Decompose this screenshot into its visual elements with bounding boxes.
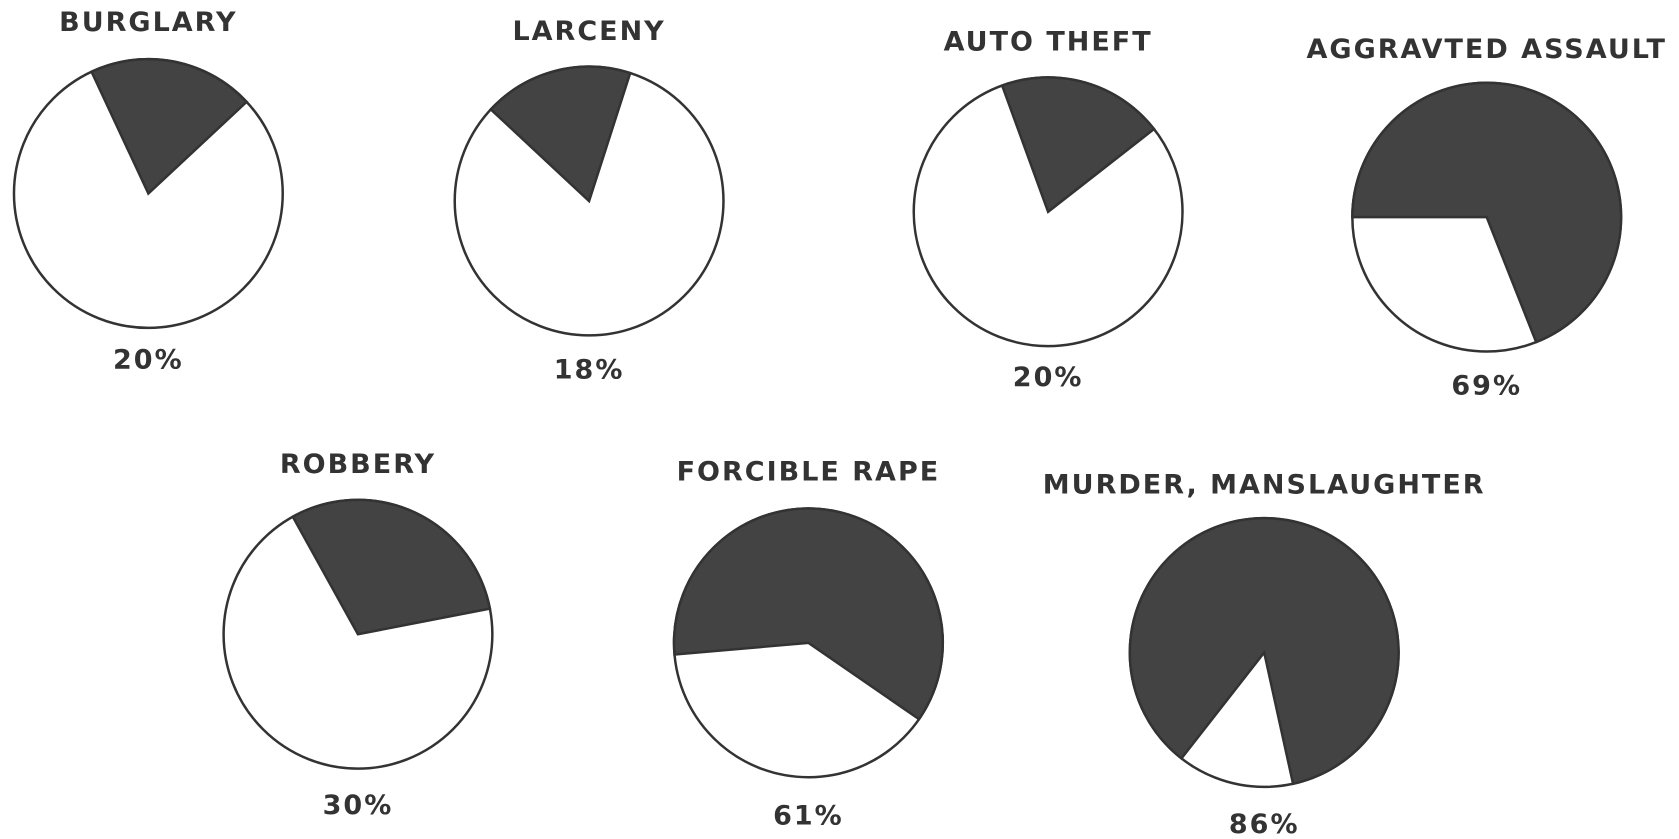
pie-slice xyxy=(291,498,492,636)
pie-slice xyxy=(1128,516,1400,786)
value-label: 86% xyxy=(1229,809,1300,839)
pie-title: AGGRAVTED ASSAULT xyxy=(1307,34,1667,65)
pie-slice xyxy=(672,507,944,721)
value-label: 30% xyxy=(323,790,394,821)
pie-slice xyxy=(1000,76,1156,214)
pie-slice xyxy=(1351,81,1623,344)
pie-title: AUTO THEFT xyxy=(944,27,1153,58)
value-label: 20% xyxy=(1013,362,1084,393)
value-label: 69% xyxy=(1451,371,1522,402)
pie-slice xyxy=(489,65,632,204)
pie-title: MURDER, MANSLAUGHTER xyxy=(1043,469,1486,500)
pie-title: ROBBERY xyxy=(280,449,436,480)
value-label: 61% xyxy=(773,801,844,832)
value-label: 20% xyxy=(113,345,184,376)
value-label: 18% xyxy=(554,354,625,385)
pie-title: LARCENY xyxy=(512,16,665,47)
pie-slice xyxy=(89,57,249,196)
pie-title: FORCIBLE RAPE xyxy=(677,457,941,488)
pie-title: BURGLARY xyxy=(59,7,237,38)
